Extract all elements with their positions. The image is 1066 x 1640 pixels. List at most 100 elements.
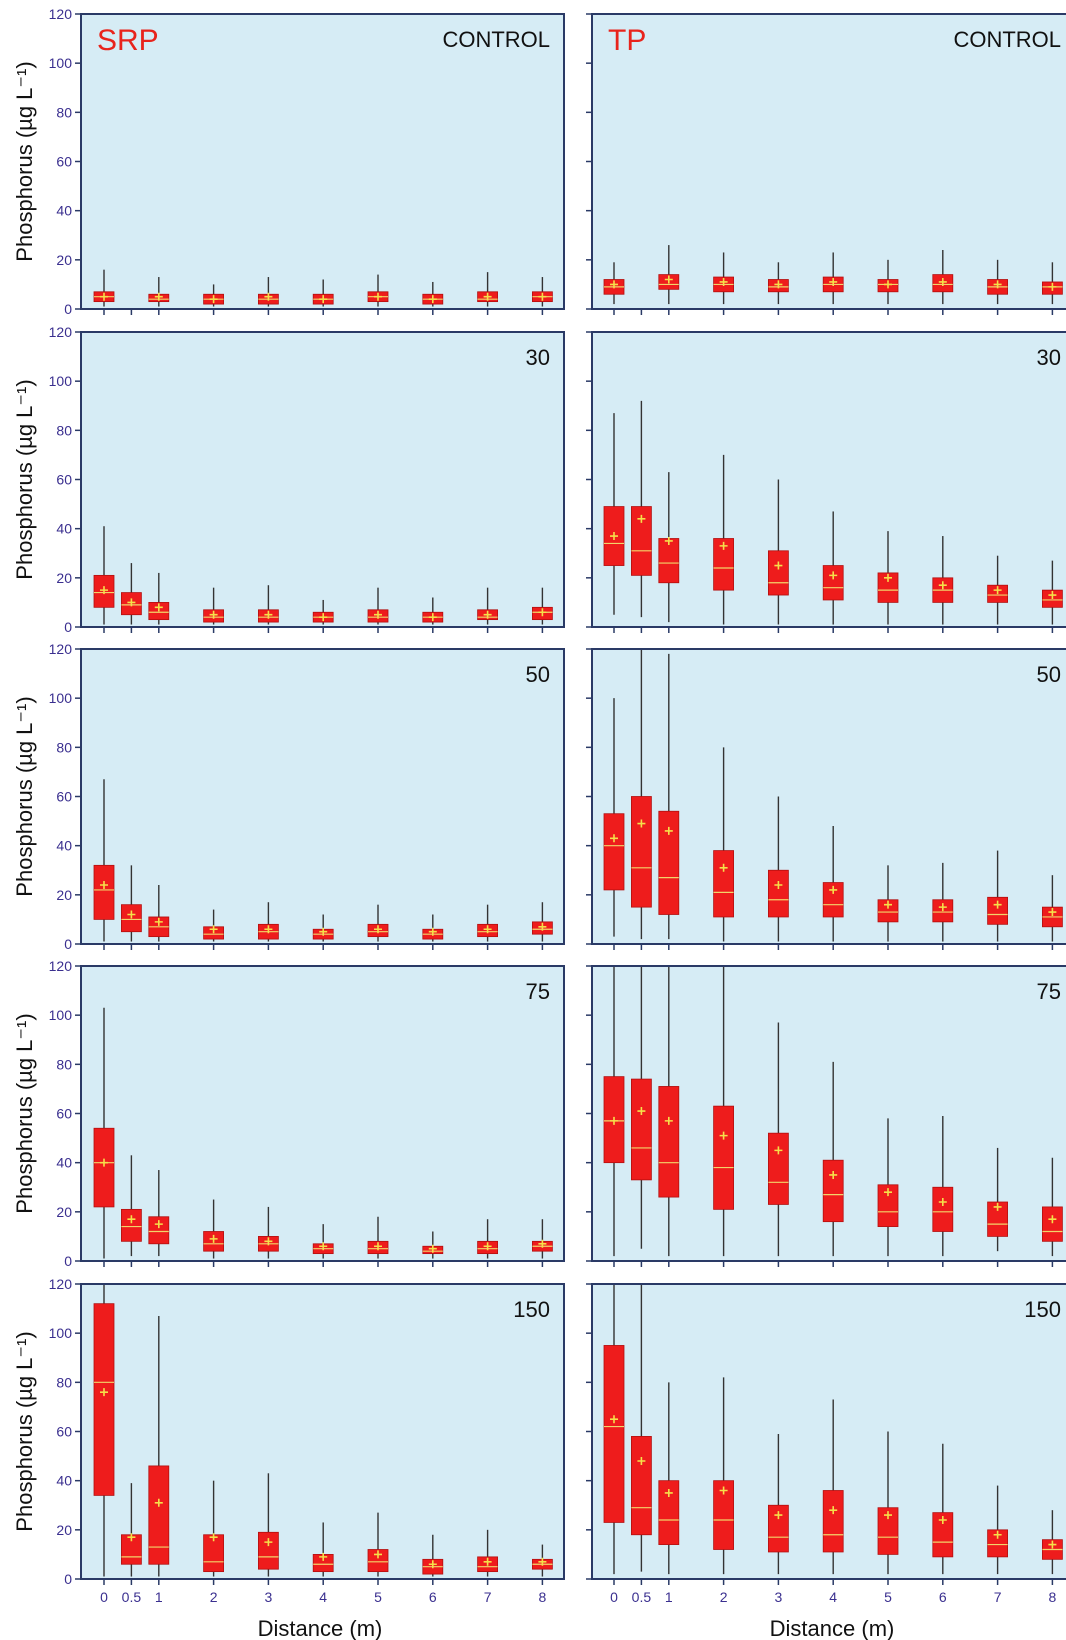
- box-x-0: [603, 698, 625, 937]
- mean-marker: [774, 1146, 783, 1155]
- box-x-2: [713, 252, 734, 305]
- mean-marker: [664, 826, 673, 835]
- box-x-4: [312, 1522, 334, 1577]
- mean-marker: [483, 610, 492, 619]
- y-tick-label: 100: [49, 690, 73, 706]
- mean-marker: [993, 586, 1002, 595]
- mean-marker: [664, 275, 673, 284]
- panel-srp-1: Phosphorus (µg L⁻¹) 0 20 40 60 80 100 120 30: [12, 324, 565, 635]
- mean-marker: [774, 280, 783, 289]
- panel-label: 75: [526, 979, 550, 1004]
- plot-area: [592, 14, 1066, 309]
- mean-marker: [884, 900, 892, 909]
- box-iqr: [822, 882, 844, 918]
- x-tick-label: 5: [884, 1589, 892, 1605]
- box-iqr: [822, 1490, 844, 1553]
- y-axis-title: Phosphorus (µg L⁻¹): [12, 1013, 37, 1213]
- mean-marker: [319, 1552, 328, 1561]
- mean-marker: [483, 1242, 492, 1251]
- mean-marker: [719, 1131, 728, 1140]
- y-tick-label: 20: [56, 1204, 72, 1220]
- mean-marker: [774, 881, 783, 889]
- x-tick-label: 8: [1049, 1589, 1057, 1605]
- box-iqr: [822, 565, 844, 601]
- mean-marker: [664, 536, 673, 545]
- mean-marker: [637, 514, 646, 523]
- y-tick-label: 80: [56, 422, 72, 438]
- mean-marker: [154, 603, 163, 612]
- panel-srp-2: Phosphorus (µg L⁻¹) 0 20 40 60 80 100 120 50: [12, 641, 565, 952]
- box-x-3: [768, 479, 789, 625]
- box-x-0-5: [631, 966, 652, 1249]
- plot-area: [81, 332, 564, 627]
- y-tick-label: 60: [56, 472, 72, 488]
- box-x-5: [367, 1512, 389, 1577]
- box-x-0-5: [121, 865, 142, 942]
- mean-marker: [664, 1488, 673, 1497]
- box-iqr: [932, 1186, 954, 1232]
- mean-marker: [374, 1242, 382, 1251]
- box-x-1: [148, 885, 170, 942]
- box-iqr: [1042, 1206, 1063, 1242]
- mean-marker: [374, 610, 382, 619]
- box-iqr: [987, 1529, 1008, 1558]
- plot-frame: [80, 648, 565, 945]
- box-iqr: [631, 506, 652, 576]
- box-x-8: [532, 587, 553, 625]
- mean-marker: [374, 1550, 382, 1559]
- panel-label: 150: [1024, 1297, 1061, 1322]
- y-tick-label: 0: [64, 936, 72, 952]
- mean-marker: [610, 1116, 618, 1125]
- box-iqr: [768, 550, 789, 596]
- box-x-8: [1042, 262, 1063, 305]
- box-x-5: [877, 531, 899, 625]
- mean-marker: [637, 1107, 646, 1116]
- mean-marker: [209, 610, 218, 619]
- panel-tp-1: 30: [586, 331, 1066, 633]
- box-x-4: [312, 279, 334, 307]
- box-iqr: [932, 1512, 954, 1558]
- mean-marker: [774, 1511, 783, 1520]
- mean-marker: [428, 927, 437, 936]
- mean-marker: [127, 598, 136, 607]
- mean-marker: [829, 1506, 838, 1515]
- box-x-6: [932, 1443, 954, 1575]
- box-iqr: [987, 896, 1008, 925]
- mean-marker: [483, 1557, 492, 1566]
- mean-marker: [938, 903, 947, 912]
- box-x-7: [477, 1529, 499, 1577]
- box-iqr: [713, 850, 734, 918]
- box-x-2: [203, 1199, 225, 1259]
- panel-label: 150: [513, 1297, 550, 1322]
- panel-label: 30: [526, 345, 550, 370]
- y-tick-label: 120: [49, 958, 73, 974]
- box-x-6: [932, 862, 954, 942]
- box-x-2: [713, 747, 734, 942]
- mean-marker: [100, 292, 108, 301]
- plot-area: [81, 966, 564, 1261]
- box-x-5: [877, 259, 899, 305]
- panel-label: 50: [526, 662, 550, 687]
- mean-marker: [209, 1533, 218, 1542]
- y-tick-label: 0: [64, 619, 72, 635]
- mean-marker: [264, 292, 273, 301]
- box-x-2: [713, 1377, 734, 1575]
- box-x-6: [932, 536, 954, 625]
- y-tick-label: 40: [56, 1473, 72, 1489]
- mean-marker: [1048, 908, 1057, 917]
- box-x-6: [932, 250, 954, 305]
- mean-marker: [319, 1242, 328, 1251]
- y-tick-label: 80: [56, 739, 72, 755]
- mean-marker: [209, 925, 218, 934]
- box-x-0: [93, 779, 115, 942]
- x-tick-label: 4: [319, 1589, 327, 1605]
- box-x-7: [477, 272, 499, 307]
- panel-label: CONTROL: [953, 27, 1061, 52]
- box-x-8: [532, 1544, 553, 1577]
- mean-marker: [319, 613, 328, 622]
- box-x-6: [932, 1115, 954, 1257]
- box-iqr: [603, 813, 625, 891]
- box-x-4: [312, 599, 334, 625]
- y-tick-label: 40: [56, 838, 72, 854]
- mean-marker: [374, 292, 382, 301]
